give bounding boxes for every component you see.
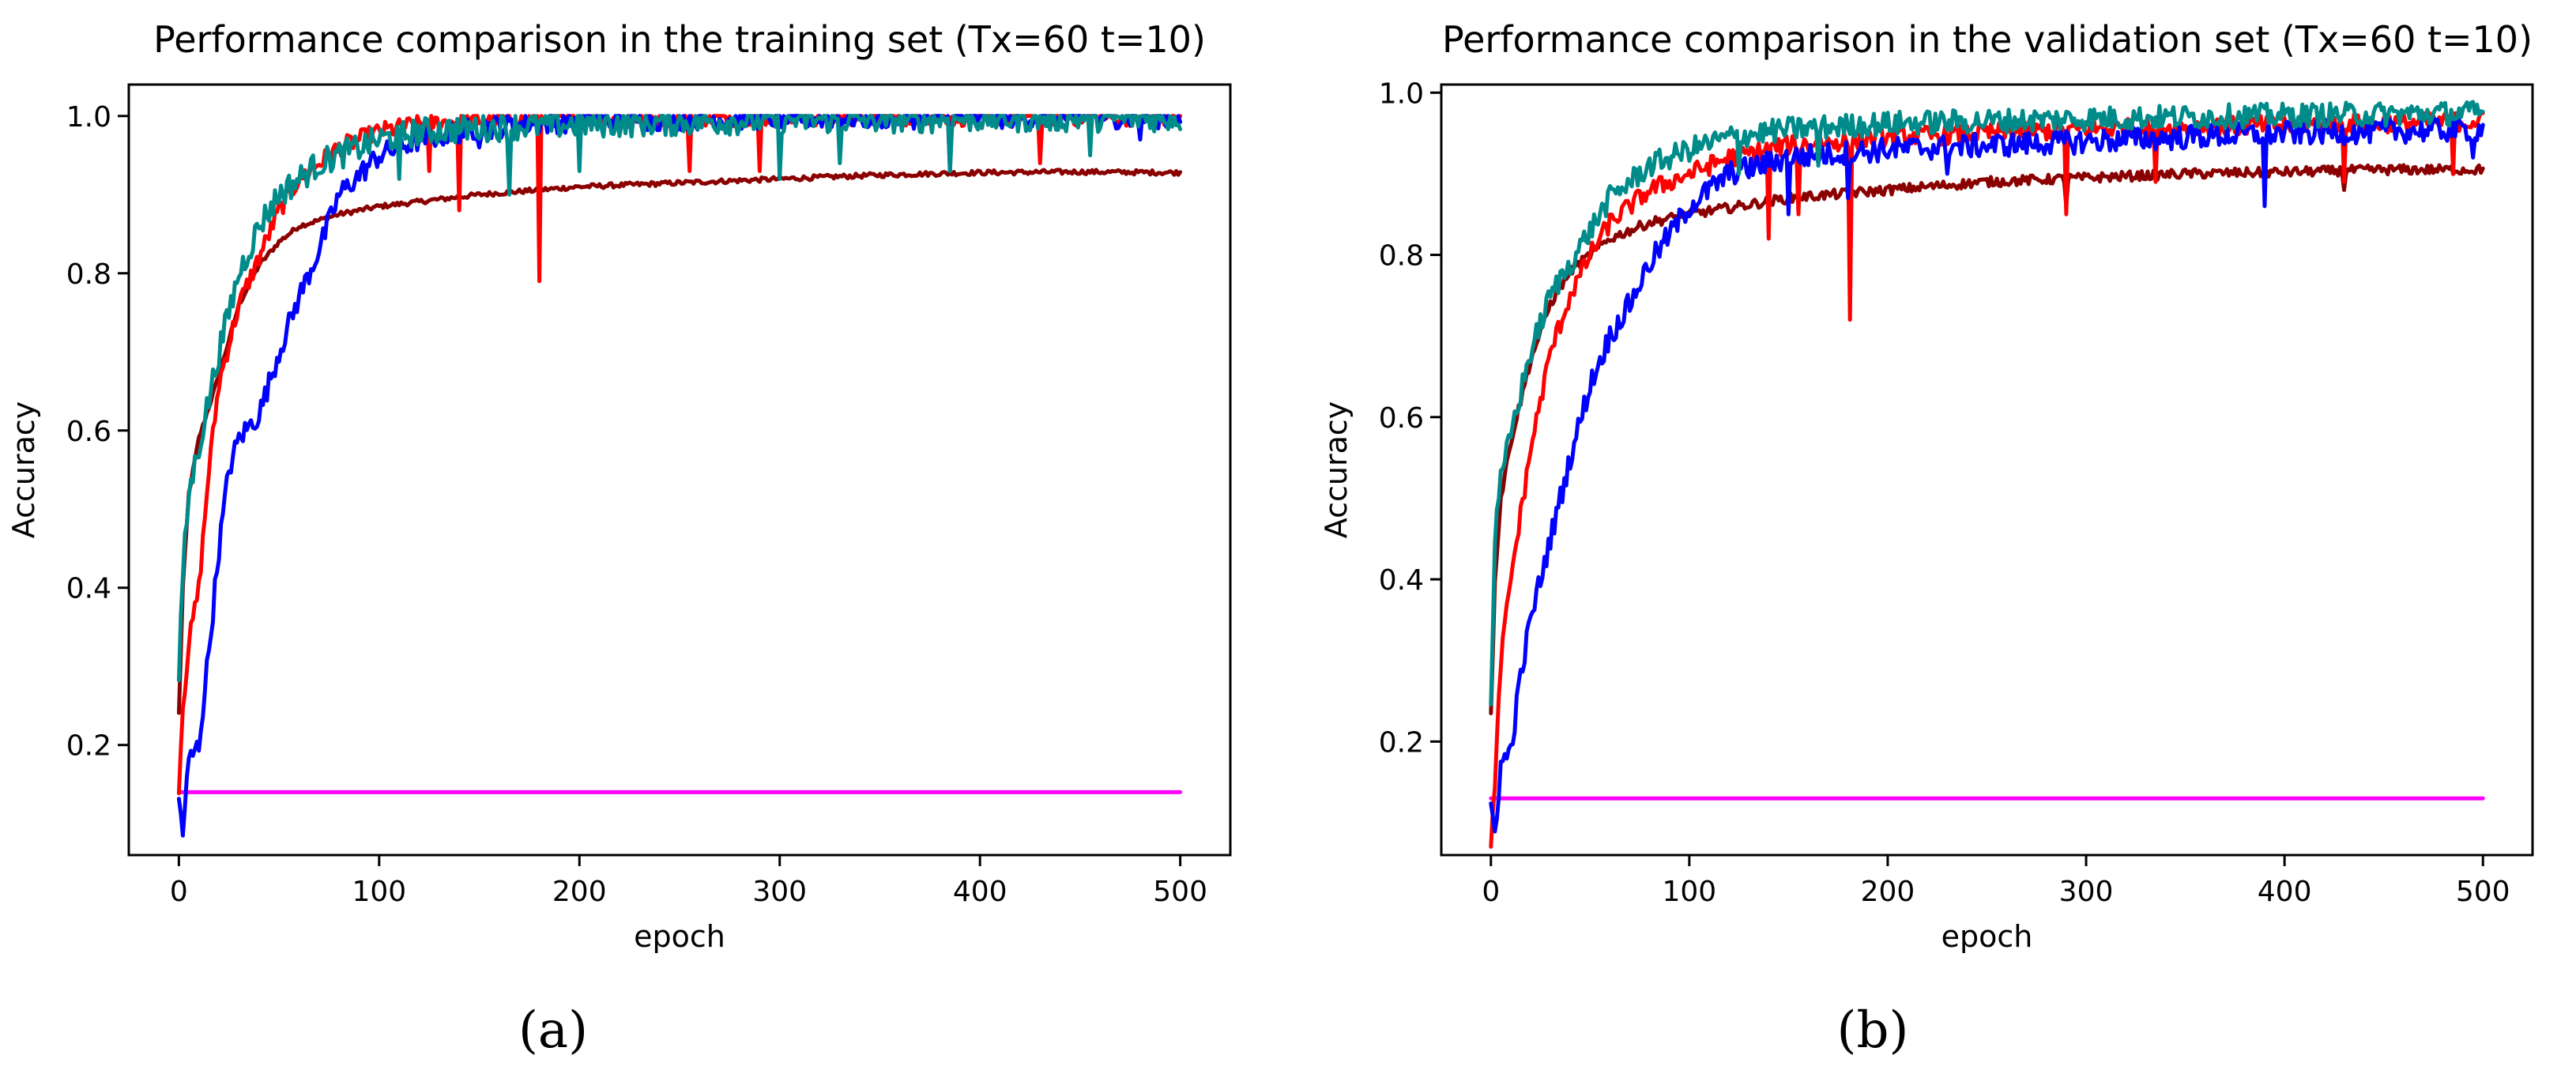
y-tick-label: 0.2	[1379, 726, 1424, 759]
chart-title: Performance comparison in the validation…	[1442, 18, 2533, 61]
y-tick-label: 1.0	[66, 101, 111, 134]
y-tick-label: 0.6	[1379, 402, 1424, 435]
y-axis-label: Accuracy	[1319, 401, 1354, 539]
x-axis-label: epoch	[634, 919, 725, 954]
chart-panel-a: 0 100 200 300 400 500 0.2 0.4 0.6 0.8 1.0 Performan…	[6, 18, 1232, 1060]
y-axis-label: Accuracy	[6, 401, 41, 539]
series-line-teal	[176, 114, 1183, 683]
x-tick-label: 100	[352, 876, 406, 908]
x-tick-label: 0	[170, 876, 188, 908]
series-line-dark-red	[176, 168, 1183, 715]
y-tick-label: 0.8	[66, 258, 111, 291]
panel-label: (b)	[1837, 1001, 1909, 1060]
x-tick-label: 200	[552, 876, 607, 908]
x-tick-label: 300	[752, 876, 807, 908]
y-tick-label: 1.0	[1379, 77, 1424, 110]
plot-area	[1489, 100, 2485, 849]
x-tick-label: 300	[2059, 876, 2114, 908]
y-tick-label: 0.2	[66, 730, 111, 763]
chart-panel-b: 0 100 200 300 400 500 0.2 0.4 0.6 0.8 1.0 Performan…	[1319, 18, 2534, 1060]
x-axis-label: epoch	[1941, 919, 2033, 954]
plot-frame	[127, 83, 1232, 857]
y-tick-label: 0.4	[1379, 564, 1424, 597]
panel-label: (a)	[518, 1001, 588, 1060]
plot-area	[176, 114, 1183, 838]
x-tick-label: 100	[1663, 876, 1717, 908]
y-tick-label: 0.8	[1379, 240, 1424, 273]
y-tick-label: 0.4	[66, 573, 111, 605]
series-line-dark-red	[1489, 163, 2485, 716]
x-tick-label: 0	[1482, 876, 1500, 908]
x-tick-label: 400	[2258, 876, 2312, 908]
x-tick-label: 500	[2456, 876, 2510, 908]
y-tick-label: 0.6	[66, 416, 111, 448]
series-line-blue	[176, 114, 1183, 838]
x-tick-label: 400	[953, 876, 1007, 908]
x-tick-label: 200	[1861, 876, 1915, 908]
plot-frame	[1440, 83, 2534, 857]
x-tick-label: 500	[1153, 876, 1207, 908]
series-line-teal	[1489, 100, 2485, 707]
chart-title: Performance comparison in the training s…	[153, 18, 1206, 61]
